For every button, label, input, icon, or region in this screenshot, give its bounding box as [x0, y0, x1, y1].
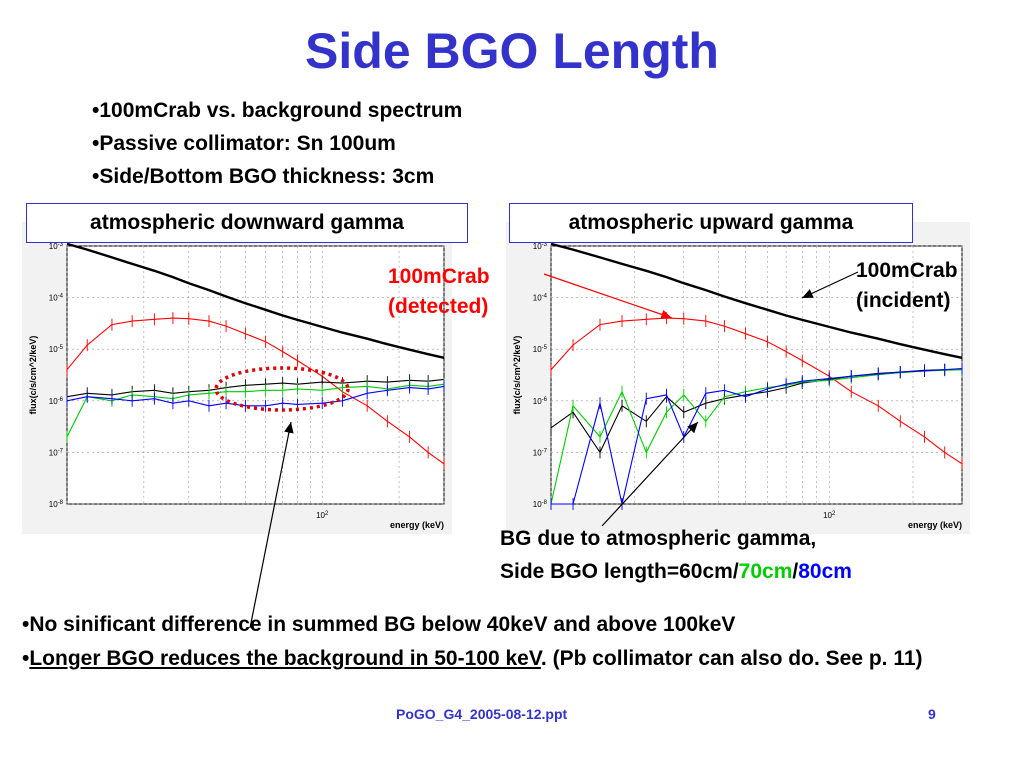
arrow-incident [801, 271, 859, 299]
box-label-upward: atmospheric upward gamma [509, 203, 913, 243]
y-tick-exponent: -7 [542, 448, 548, 454]
series-line-80cm [551, 368, 963, 505]
slide-title: Side BGO Length [305, 23, 719, 79]
plot-frame [66, 245, 445, 505]
footer-page-number: 9 [928, 706, 936, 722]
series-line-100mcrab-incident- [66, 242, 445, 359]
footer-filename: PoGO_G4_2005-08-12.ppt [396, 706, 568, 722]
bullet-item: 100mCrab vs. background spectrum [92, 94, 462, 127]
series-line-60cm [66, 378, 445, 398]
label-incident-line1: 100mCrab [856, 259, 958, 282]
y-tick-label: 10-3 [533, 242, 548, 251]
y-tick-label: 10-4 [49, 294, 64, 303]
conclusion-item-2: Longer BGO reduces the background in 50-… [22, 642, 1002, 676]
y-tick-exponent: -5 [58, 345, 64, 351]
x-axis-label: energy (keV) [908, 520, 962, 530]
series-line-80cm [66, 385, 445, 407]
bg-note-70: 70cm [738, 560, 793, 583]
y-axis-label: flux(c/s/cm^2/keV) [512, 336, 522, 415]
conclusion-item-1: No sinificant difference in summed BG be… [22, 608, 1002, 642]
y-tick-exponent: -3 [58, 242, 64, 248]
x-tick-exponent: 2 [325, 511, 329, 517]
bg-note-line2: Side BGO length=60cm/70cm/80cm [500, 555, 852, 588]
bg-note: BG due to atmospheric gamma, Side BGO le… [500, 522, 852, 588]
series-line-70cm [66, 383, 445, 438]
y-tick-exponent: -8 [58, 500, 64, 506]
x-tick-label: 102 [316, 511, 329, 520]
label-detected-line2: (detected) [388, 295, 489, 318]
label-incident: 100mCrab (incident) [856, 256, 958, 316]
y-tick-exponent: -6 [542, 397, 548, 403]
bg-note-80: 80cm [798, 560, 852, 583]
label-incident-line2: (incident) [856, 289, 951, 312]
series-line-100mcrab-detected- [66, 317, 445, 465]
y-tick-exponent: -5 [542, 345, 548, 351]
y-tick-label: 10-3 [49, 242, 64, 251]
series-line-70cm [550, 369, 963, 505]
conclusion-underlined: Longer BGO reduces the background in 50-… [29, 647, 541, 670]
y-tick-label: 10-7 [533, 448, 548, 457]
box-label-downward: atmospheric downward gamma [26, 203, 468, 243]
label-detected-line1: 100mCrab [388, 265, 490, 288]
series-line-100mcrab-detected- [550, 317, 963, 465]
arrow-bg-note [601, 421, 699, 527]
y-tick-label: 10-8 [49, 500, 64, 509]
chart-right: 10-8 10-7 10-6 10-5 10-4 10-3 102 energy (keV) f… [506, 222, 970, 534]
y-tick-exponent: -8 [542, 500, 548, 506]
plot-frame [550, 245, 963, 505]
series-line-100mcrab-incident- [550, 242, 963, 359]
highlight-ellipse [214, 366, 350, 412]
bullet-item: Passive collimator: Sn 100um [92, 127, 462, 160]
y-tick-exponent: -6 [58, 397, 64, 403]
conclusion-rest: . (Pb collimator can also do. See p. 11) [540, 647, 923, 670]
bg-note-line1: BG due to atmospheric gamma, [500, 527, 817, 550]
chart-left: 10-8 10-7 10-6 10-5 10-4 10-3 102 energy (keV) f… [22, 222, 452, 534]
y-tick-label: 10-8 [533, 500, 548, 509]
bg-note-prefix: Side BGO length=60cm/ [500, 560, 739, 583]
bg-note-slash: / [792, 560, 799, 583]
y-tick-label: 10-6 [533, 397, 548, 406]
y-tick-label: 10-7 [49, 448, 64, 457]
x-tick-exponent: 2 [832, 511, 836, 517]
y-axis-label: flux(c/s/cm^2/keV) [28, 336, 38, 415]
y-tick-exponent: -4 [542, 294, 548, 300]
intro-bullets: 100mCrab vs. background spectrum Passive… [92, 94, 462, 193]
arrow-detected [543, 273, 673, 320]
bullet-item: Side/Bottom BGO thickness: 3cm [92, 160, 462, 193]
x-tick-label: 102 [823, 511, 836, 520]
y-tick-exponent: -4 [58, 294, 64, 300]
arrow-conclusion [249, 421, 294, 629]
y-tick-label: 10-6 [49, 397, 64, 406]
y-tick-exponent: -3 [542, 242, 548, 248]
x-axis-label: energy (keV) [390, 520, 444, 530]
y-tick-label: 10-5 [533, 345, 548, 354]
conclusion-bullets: No sinificant difference in summed BG be… [22, 608, 1002, 676]
label-detected: 100mCrab (detected) [388, 262, 490, 322]
y-tick-exponent: -7 [58, 448, 64, 454]
y-tick-label: 10-5 [49, 345, 64, 354]
y-tick-label: 10-4 [533, 294, 548, 303]
